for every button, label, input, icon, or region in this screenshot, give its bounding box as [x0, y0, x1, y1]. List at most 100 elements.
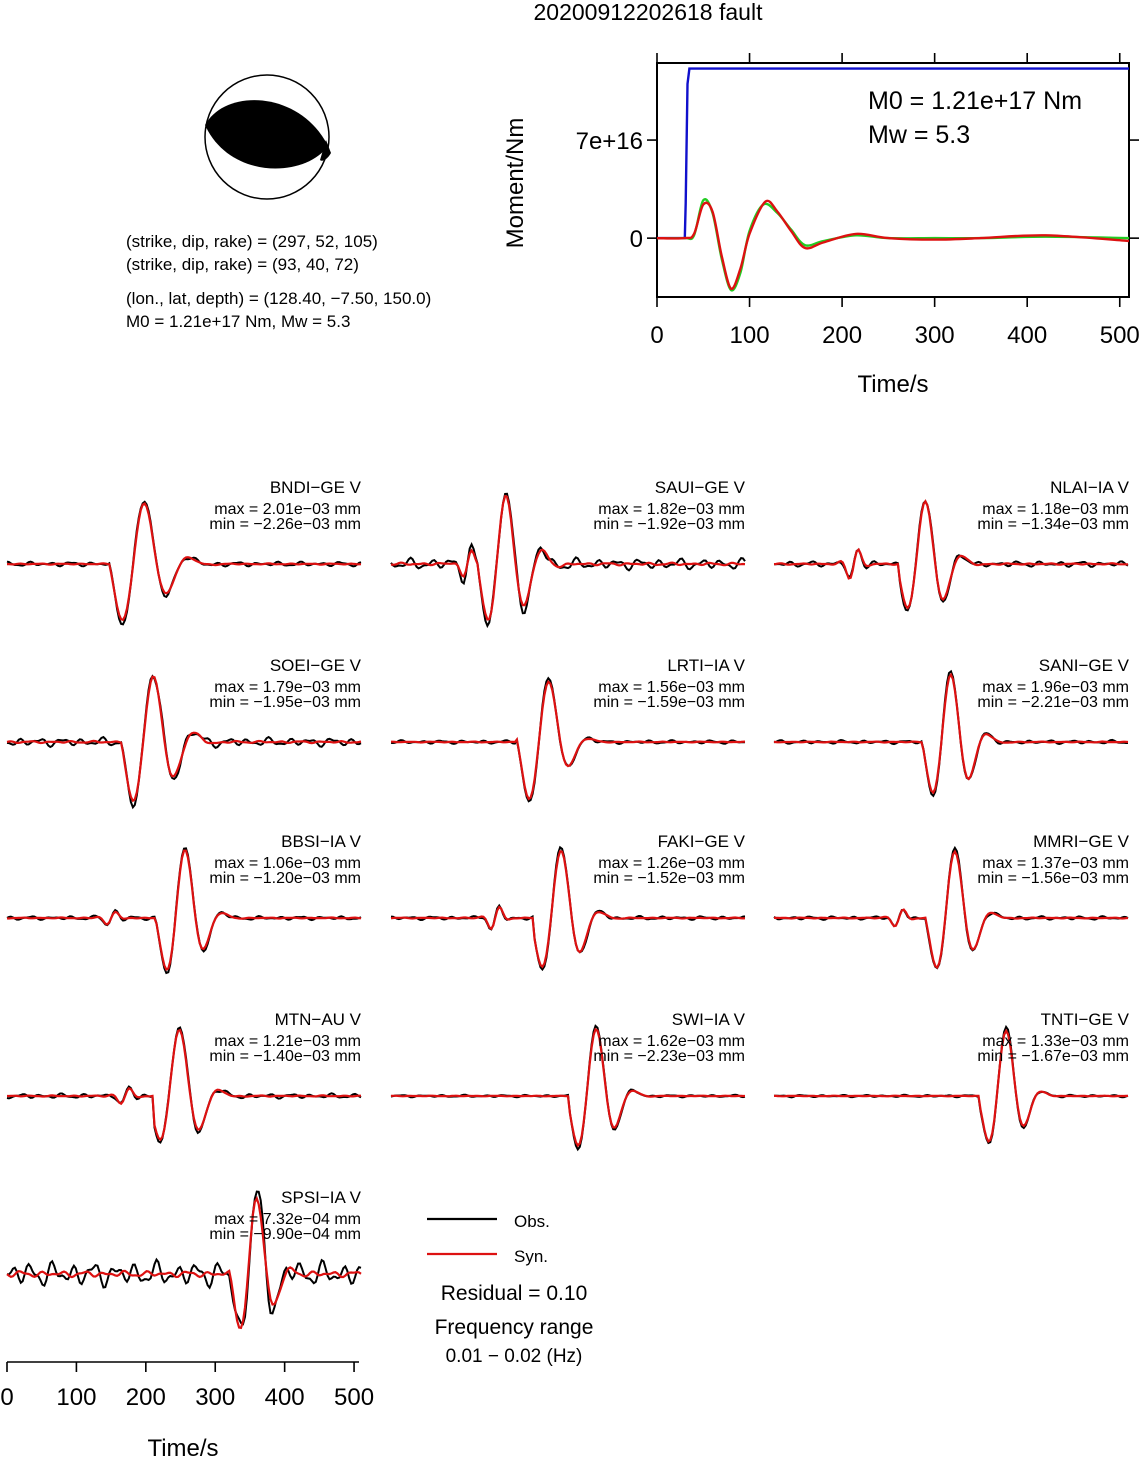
- station-max: max = 1.82e−03 mm: [598, 501, 745, 518]
- station-name: LRTI−IA V: [667, 656, 745, 675]
- frequency-range: 0.01 − 0.02 (Hz): [446, 1346, 583, 1367]
- synthetic-trace: [773, 672, 1129, 795]
- bottom-xlabel: Time/s: [147, 1435, 218, 1458]
- moment-ytick-label: 7e+16: [576, 128, 643, 155]
- bottom-xtick-label: 300: [195, 1384, 235, 1411]
- station-max: max = 1.26e−03 mm: [598, 855, 745, 872]
- station-max: max = 1.56e−03 mm: [598, 679, 745, 696]
- moment-xtick-label: 300: [915, 322, 955, 349]
- station-name: SAUI−GE V: [655, 478, 746, 497]
- station-max: max = 1.62e−03 mm: [598, 1033, 745, 1050]
- moment-m0-label: M0 = 1.21e+17 Nm: [868, 87, 1082, 115]
- station-min: min = −1.40e−03 mm: [209, 1048, 361, 1065]
- observed-trace: [390, 492, 746, 629]
- moment-series-group: [656, 67, 1130, 292]
- legend-obs-label: Obs.: [514, 1212, 550, 1231]
- moment-xtick-label: 0: [650, 322, 663, 349]
- legend: Obs. Syn. Residual = 0.10 Frequency rang…: [427, 1212, 593, 1367]
- station-max: max = 1.79e−03 mm: [214, 679, 361, 696]
- mechanism-plane1: (strike, dip, rake) = (297, 52, 105): [126, 232, 378, 251]
- mechanism-location: (lon., lat, depth) = (128.40, −7.50, 150…: [126, 289, 431, 308]
- station-min: min = −1.52e−03 mm: [593, 870, 745, 887]
- bottom-xtick-label: 400: [265, 1384, 305, 1411]
- beachball: [204, 74, 331, 200]
- station-name: NLAI−IA V: [1050, 478, 1130, 497]
- bottom-xtick-label: 500: [334, 1384, 374, 1411]
- moment-xtick-label: 500: [1100, 322, 1140, 349]
- station-min: min = −1.95e−03 mm: [209, 694, 361, 711]
- station-min: min = −1.67e−03 mm: [977, 1048, 1129, 1065]
- station-name: MMRI−GE V: [1033, 832, 1130, 851]
- moment-x-ticks: 0 100 200 300 400 500: [650, 53, 1140, 349]
- synthetic-trace: [390, 850, 746, 969]
- mechanism-moment: M0 = 1.21e+17 Nm, Mw = 5.3: [126, 312, 350, 331]
- beachball-tip: [320, 140, 331, 161]
- station-min: min = −1.56e−03 mm: [977, 870, 1129, 887]
- synthetic-trace: [6, 1195, 362, 1330]
- bottom-axis-ticks: 0 100 200 300 400 500: [0, 1362, 374, 1411]
- station-max: max = 1.96e−03 mm: [982, 679, 1129, 696]
- station-min: min = −1.20e−03 mm: [209, 870, 361, 887]
- station-min: min = −2.23e−03 mm: [593, 1048, 745, 1065]
- moment-xtick-label: 100: [730, 322, 770, 349]
- station-min: min = −1.34e−03 mm: [977, 516, 1129, 533]
- synthetic-trace: [7, 1028, 361, 1142]
- station-name: MTN−AU V: [275, 1010, 362, 1029]
- synthetic-trace: [774, 1028, 1128, 1144]
- bottom-xtick-label: 100: [56, 1384, 96, 1411]
- station-name: BNDI−GE V: [270, 478, 362, 497]
- beachball-compression: [205, 100, 328, 169]
- synthetic-trace: [390, 494, 746, 621]
- mechanism-plane2: (strike, dip, rake) = (93, 40, 72): [126, 255, 359, 274]
- station-max: max = 2.01e−03 mm: [214, 501, 361, 518]
- moment-mw-label: Mw = 5.3: [868, 121, 970, 149]
- station-min: min = −2.21e−03 mm: [977, 694, 1129, 711]
- station-max: max = 1.37e−03 mm: [982, 855, 1129, 872]
- synthetic-trace: [6, 675, 362, 803]
- synthetic-trace: [6, 849, 362, 971]
- station-name: SOEI−GE V: [270, 656, 362, 675]
- moment-xtick-label: 400: [1007, 322, 1047, 349]
- station-min: min = −1.59e−03 mm: [593, 694, 745, 711]
- moment-plot: 7e+16 0 0 100 200 300 400 500 M0 = 1.21e+17 Nm…: [502, 53, 1140, 398]
- station-max: max = 1.18e−03 mm: [982, 501, 1129, 518]
- observed-trace: [6, 1190, 362, 1326]
- moment-ytick-label: 0: [630, 226, 643, 253]
- station-name: FAKI−GE V: [658, 832, 746, 851]
- station-max: max = 7.32e−04 mm: [214, 1211, 361, 1228]
- synthetic-trace: [7, 502, 362, 622]
- station-name: SPSI−IA V: [281, 1188, 362, 1207]
- station-max: max = 1.21e−03 mm: [214, 1033, 361, 1050]
- residual-label: Residual = 0.10: [441, 1282, 588, 1305]
- moment-xtick-label: 200: [822, 322, 862, 349]
- legend-syn-label: Syn.: [514, 1247, 548, 1266]
- moment-ylabel: Moment/Nm: [502, 118, 529, 249]
- station-min: min = −2.26e−03 mm: [209, 516, 361, 533]
- frequency-title: Frequency range: [435, 1316, 594, 1339]
- synthetic-trace: [774, 849, 1129, 970]
- moment-y-ticks: 7e+16 0: [576, 128, 1139, 253]
- bottom-time-axis: 0 100 200 300 400 500 Time/s: [0, 1361, 374, 1462]
- station-name: SANI−GE V: [1039, 656, 1130, 675]
- synthetic-trace: [773, 499, 1129, 610]
- synthetic-trace: [390, 1027, 745, 1148]
- moment-series-rate-a: [656, 198, 1130, 292]
- moment-plot-frame: [656, 62, 1130, 298]
- bottom-xtick-label: 0: [0, 1384, 13, 1411]
- moment-series-rate-b: [656, 199, 1130, 290]
- figure-title: 20200912202618 fault: [534, 0, 764, 25]
